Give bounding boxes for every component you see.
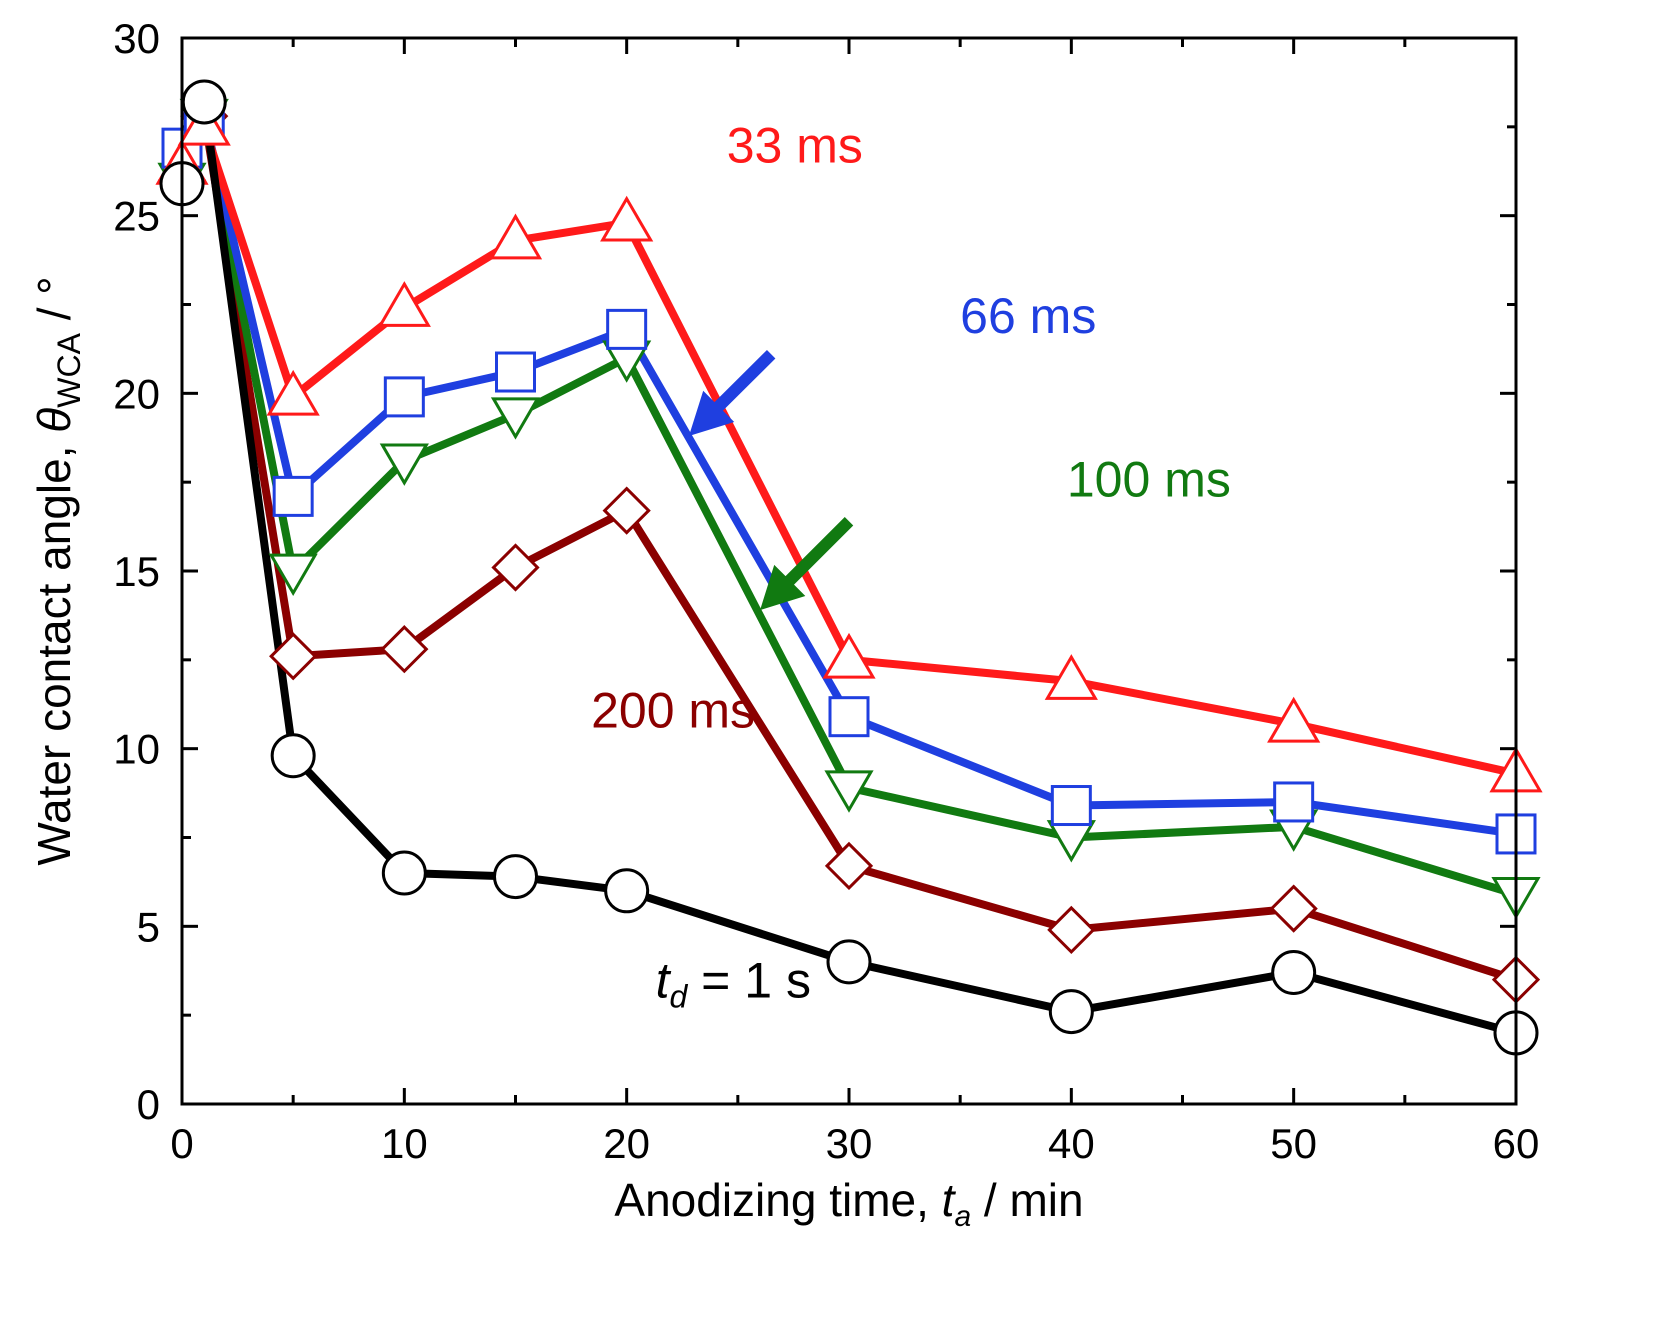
x-tick-label: 20 [603, 1120, 650, 1167]
data-point [488, 213, 543, 260]
data-point [1269, 884, 1318, 933]
y-tick-label: 30 [113, 15, 160, 62]
y-tick-label: 25 [113, 193, 160, 240]
y-tick-label: 0 [137, 1081, 160, 1128]
data-point [1044, 654, 1098, 700]
arrow-66ms [688, 349, 776, 436]
data-point [828, 696, 870, 738]
y-axis-title-unit: / ° [28, 276, 80, 333]
series-markers [155, 79, 1543, 1056]
x-tick-label: 50 [1270, 1120, 1317, 1167]
data-point [822, 632, 876, 679]
y-tick-label: 5 [137, 903, 160, 950]
data-point [602, 486, 651, 535]
data-point [1047, 905, 1096, 955]
x-tick-label: 30 [826, 1120, 873, 1167]
series-line-0 [178, 112, 1518, 984]
data-point [826, 939, 872, 985]
plot-frame [180, 36, 1518, 1106]
data-point [606, 308, 648, 350]
data-point [604, 868, 650, 914]
data-point [181, 79, 227, 125]
y-axis-title-main: Water contact angle, [28, 433, 80, 866]
x-tick-label: 10 [381, 1120, 428, 1167]
data-point [383, 376, 425, 418]
x-tick-label: 40 [1048, 1120, 1095, 1167]
data-point [377, 281, 431, 327]
series-label-rest: = 1 s [687, 952, 811, 1008]
y-tick-label: 20 [113, 370, 160, 417]
series-line-3 [178, 122, 1517, 778]
x-tick-label: 0 [170, 1120, 193, 1167]
series-label-3: 200 ms [591, 682, 755, 738]
svg-text:Water contact angle, θWCA / °: Water contact angle, θWCA / ° [28, 276, 87, 865]
arrow-100ms [760, 517, 854, 611]
series-label-1: 66 ms [960, 288, 1096, 344]
series-line-2 [178, 112, 1517, 838]
x-tick-label: 60 [1493, 1120, 1540, 1167]
x-axis-title-unit: / min [971, 1174, 1083, 1226]
data-point [1048, 989, 1094, 1035]
data-point [272, 475, 314, 517]
data-point [269, 632, 318, 681]
data-point [268, 553, 318, 596]
series-label-4: td = 1 s [656, 952, 811, 1014]
series-label-2: 100 ms [1067, 451, 1231, 507]
data-point [824, 770, 874, 813]
data-point [490, 397, 541, 440]
data-point [491, 543, 540, 592]
series-label-var: t [656, 952, 672, 1008]
y-axis-title: Water contact angle, θWCA / ° [28, 276, 87, 865]
series-line-1 [178, 112, 1518, 899]
data-point [266, 369, 320, 416]
data-point [493, 854, 538, 900]
data-point [1273, 781, 1315, 823]
series-label-sub: d [669, 978, 688, 1014]
x-axis-title-main: Anodizing time, [614, 1174, 941, 1226]
y-tick-label: 10 [113, 726, 160, 773]
data-point [824, 841, 874, 891]
y-axis-title-var: θ [28, 408, 80, 433]
data-point [380, 625, 429, 674]
series-line-4 [178, 97, 1518, 1037]
x-axis-title: Anodizing time, ta / min [614, 1174, 1083, 1233]
y-tick-label: 15 [113, 548, 160, 595]
data-point [1267, 696, 1321, 743]
x-axis-title-var: t [942, 1174, 957, 1226]
tick-labels: 0 10 20 30 40 50 60 0 5 10 15 20 25 30 [113, 15, 1539, 1167]
annotation-arrows [688, 349, 854, 611]
data-point [1271, 950, 1317, 996]
series-lines [178, 97, 1518, 1037]
data-point [381, 850, 427, 896]
data-point [600, 195, 654, 242]
y-axis-title-sub: WCA [51, 332, 87, 407]
x-axis-title-sub: a [954, 1200, 971, 1233]
series-label-0: 33 ms [727, 117, 863, 173]
data-point [270, 733, 316, 779]
data-point [1050, 785, 1092, 827]
series-annotations: 33 ms 66 ms 100 ms 200 ms td = 1 s [591, 117, 1231, 1014]
data-point [495, 351, 536, 393]
data-point [379, 443, 429, 486]
